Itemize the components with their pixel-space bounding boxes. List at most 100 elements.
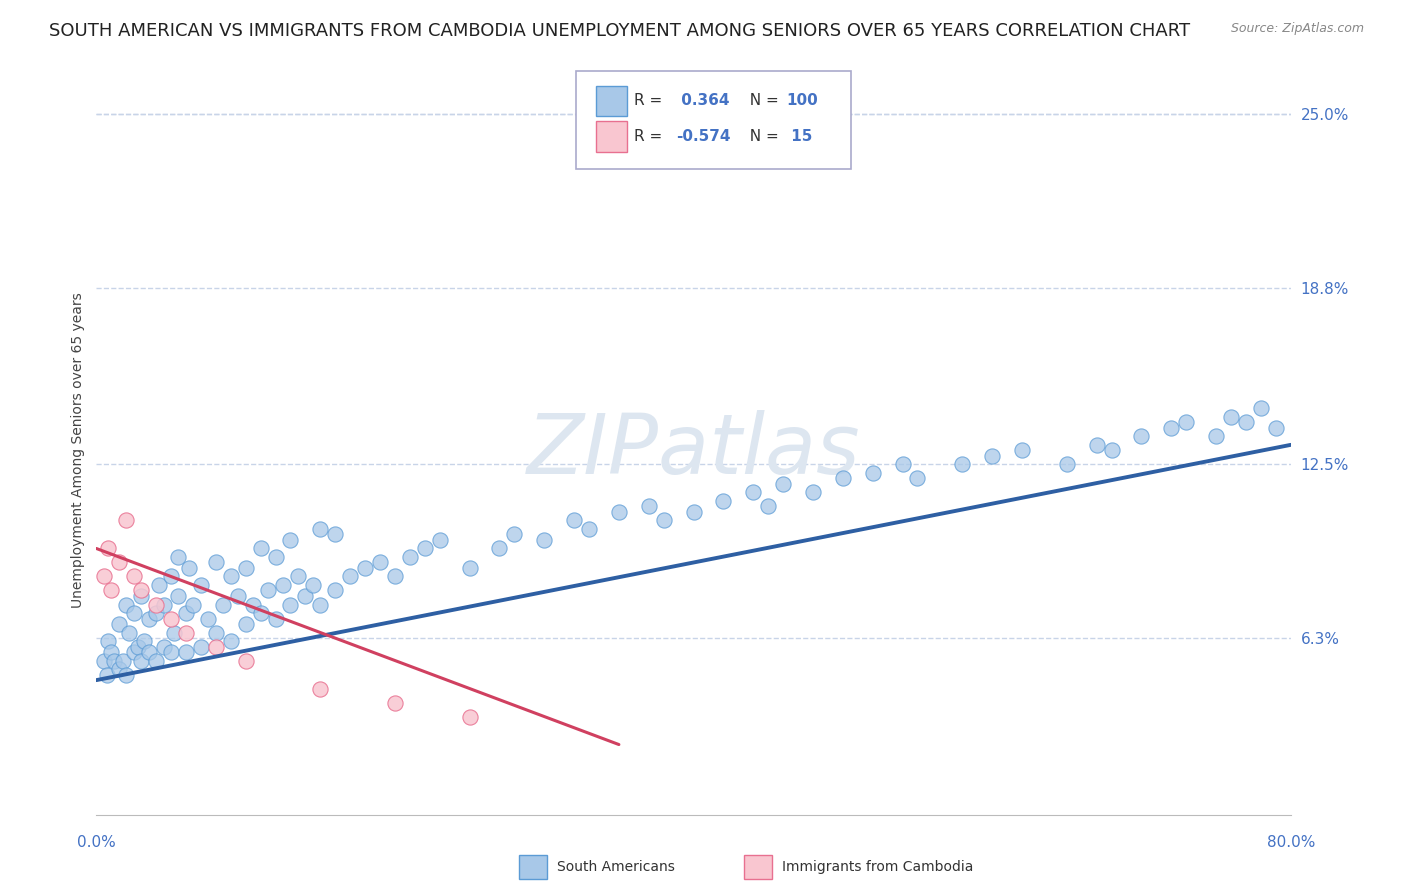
- Point: [235, 617, 257, 632]
- Point: [204, 640, 226, 654]
- Point: [323, 527, 346, 541]
- Point: [607, 505, 630, 519]
- Point: [891, 458, 914, 472]
- Point: [458, 561, 481, 575]
- Point: [219, 634, 242, 648]
- Point: [294, 589, 316, 603]
- Point: [226, 589, 249, 603]
- Point: [122, 645, 145, 659]
- Point: [1220, 409, 1243, 424]
- Point: [129, 583, 152, 598]
- Point: [129, 653, 152, 667]
- Point: [204, 625, 226, 640]
- Text: ZIPatlas: ZIPatlas: [527, 410, 860, 491]
- Text: N =: N =: [740, 129, 783, 144]
- Point: [148, 578, 170, 592]
- Point: [122, 569, 145, 583]
- Point: [1101, 443, 1123, 458]
- Point: [127, 640, 149, 654]
- Text: 100: 100: [786, 94, 818, 108]
- Point: [339, 569, 361, 583]
- Point: [118, 625, 141, 640]
- Point: [112, 653, 135, 667]
- Y-axis label: Unemployment Among Seniors over 65 years: Unemployment Among Seniors over 65 years: [72, 293, 86, 608]
- Point: [219, 569, 242, 583]
- Point: [212, 598, 235, 612]
- Point: [96, 667, 118, 681]
- Point: [637, 500, 659, 514]
- Point: [129, 589, 152, 603]
- Point: [682, 505, 704, 519]
- Point: [1130, 429, 1153, 443]
- Point: [107, 662, 129, 676]
- Point: [190, 640, 212, 654]
- Point: [107, 617, 129, 632]
- Point: [115, 513, 138, 527]
- Point: [242, 598, 264, 612]
- Point: [100, 583, 122, 598]
- Point: [1234, 416, 1257, 430]
- Text: 0.0%: 0.0%: [77, 836, 115, 850]
- Point: [309, 522, 332, 536]
- Point: [413, 541, 436, 556]
- Point: [1250, 401, 1272, 416]
- Text: South Americans: South Americans: [557, 860, 675, 874]
- Point: [138, 645, 160, 659]
- Point: [174, 606, 197, 620]
- Text: 80.0%: 80.0%: [1267, 836, 1315, 850]
- Point: [138, 611, 160, 625]
- Point: [533, 533, 555, 547]
- Point: [204, 556, 226, 570]
- Point: [103, 653, 125, 667]
- Point: [134, 634, 156, 648]
- Point: [287, 569, 309, 583]
- Point: [122, 606, 145, 620]
- Point: [907, 471, 929, 485]
- Text: Immigrants from Cambodia: Immigrants from Cambodia: [782, 860, 973, 874]
- Point: [354, 561, 377, 575]
- Point: [271, 578, 294, 592]
- Point: [862, 466, 884, 480]
- Point: [93, 653, 115, 667]
- Text: SOUTH AMERICAN VS IMMIGRANTS FROM CAMBODIA UNEMPLOYMENT AMONG SENIORS OVER 65 YE: SOUTH AMERICAN VS IMMIGRANTS FROM CAMBOD…: [49, 22, 1191, 40]
- Text: R =: R =: [634, 129, 668, 144]
- Text: 15: 15: [786, 129, 813, 144]
- Point: [160, 611, 183, 625]
- Point: [309, 598, 332, 612]
- Point: [772, 477, 794, 491]
- Point: [323, 583, 346, 598]
- Point: [429, 533, 451, 547]
- Point: [578, 522, 600, 536]
- Point: [280, 598, 302, 612]
- Point: [115, 667, 138, 681]
- Point: [174, 625, 197, 640]
- Point: [1205, 429, 1227, 443]
- Point: [174, 645, 197, 659]
- Point: [309, 681, 332, 696]
- Point: [145, 653, 167, 667]
- Point: [152, 640, 174, 654]
- Point: [249, 606, 271, 620]
- Point: [235, 653, 257, 667]
- Point: [167, 589, 190, 603]
- Point: [384, 696, 406, 710]
- Point: [264, 611, 287, 625]
- Point: [97, 634, 120, 648]
- Point: [249, 541, 271, 556]
- Point: [1175, 416, 1198, 430]
- Point: [1011, 443, 1033, 458]
- Point: [160, 645, 183, 659]
- Point: [257, 583, 280, 598]
- Point: [197, 611, 219, 625]
- Point: [488, 541, 510, 556]
- Point: [160, 569, 183, 583]
- Text: -0.574: -0.574: [676, 129, 731, 144]
- Point: [183, 598, 205, 612]
- Point: [100, 645, 122, 659]
- Point: [1056, 458, 1078, 472]
- Point: [97, 541, 120, 556]
- Point: [93, 569, 115, 583]
- Point: [384, 569, 406, 583]
- Point: [280, 533, 302, 547]
- Point: [190, 578, 212, 592]
